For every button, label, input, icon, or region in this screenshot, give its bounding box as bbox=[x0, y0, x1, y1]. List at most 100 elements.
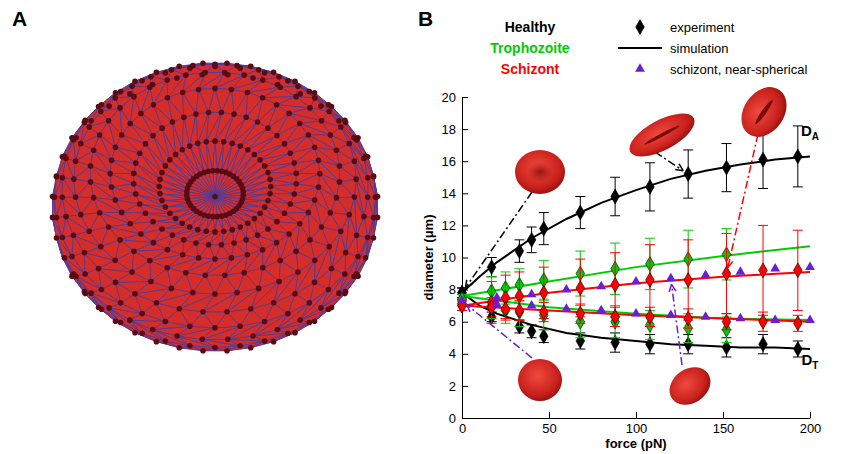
mesh-vertex bbox=[82, 250, 88, 256]
mesh-vertex bbox=[365, 195, 371, 201]
mesh-vertex bbox=[86, 228, 92, 234]
mesh-vertex bbox=[54, 174, 60, 180]
mesh-vertex bbox=[262, 338, 268, 344]
mesh-vertex bbox=[229, 87, 235, 93]
mesh-vertex bbox=[297, 317, 303, 323]
mesh-vertex bbox=[326, 287, 332, 293]
mesh-vertex bbox=[200, 348, 206, 354]
mesh-vertex bbox=[224, 348, 230, 354]
mesh-vertex bbox=[163, 163, 169, 169]
mesh-vertex bbox=[174, 75, 180, 81]
error-bar bbox=[487, 258, 497, 277]
mesh-vertex bbox=[99, 287, 105, 293]
mesh-vertex bbox=[375, 215, 381, 221]
mesh-face bbox=[110, 160, 134, 173]
mesh-vertex bbox=[127, 91, 133, 97]
series bbox=[462, 272, 810, 306]
mesh-vertex bbox=[319, 224, 325, 230]
mesh-vertex bbox=[329, 266, 335, 272]
mesh-vertex bbox=[169, 286, 175, 292]
mesh-vertex bbox=[118, 89, 124, 95]
mesh-vertex bbox=[245, 90, 251, 96]
mesh-vertex bbox=[346, 141, 352, 147]
mesh-face bbox=[221, 89, 234, 114]
mesh-vertex bbox=[256, 67, 262, 73]
error-bar-cap bbox=[645, 210, 655, 211]
diamond-point bbox=[527, 232, 536, 247]
series bbox=[462, 293, 810, 349]
mesh-vertex bbox=[224, 60, 230, 66]
mesh-vertex bbox=[245, 220, 251, 226]
mesh-vertex bbox=[271, 339, 277, 345]
mesh-vertex bbox=[262, 70, 268, 76]
mesh-vertex bbox=[268, 184, 274, 190]
mesh-vertex bbox=[91, 195, 97, 201]
mesh-vertex bbox=[78, 141, 84, 147]
mesh-vertex bbox=[252, 152, 258, 158]
error-bar-cap bbox=[514, 300, 524, 301]
mesh-vertex bbox=[352, 158, 358, 164]
mesh-vertex bbox=[363, 255, 369, 261]
mesh-vertex bbox=[200, 60, 206, 66]
mesh-vertex bbox=[150, 219, 156, 225]
simulation-line bbox=[462, 306, 810, 322]
mesh-vertex bbox=[109, 184, 115, 190]
mesh-vertex bbox=[292, 330, 298, 336]
error-bar-cap bbox=[683, 353, 693, 354]
mesh-vertex bbox=[286, 111, 292, 117]
mesh-vertex bbox=[99, 306, 105, 312]
mesh-vertex bbox=[274, 102, 280, 108]
diamond-point bbox=[646, 179, 655, 194]
mesh-vertex bbox=[307, 89, 313, 95]
mesh-vertex bbox=[133, 191, 139, 197]
mesh-vertex bbox=[206, 242, 212, 248]
error-bar-cap bbox=[487, 276, 497, 277]
mesh-vertex bbox=[82, 271, 88, 277]
mesh-vertex bbox=[212, 86, 218, 92]
mesh-vertex bbox=[148, 279, 154, 285]
mesh-vertex bbox=[221, 229, 227, 235]
mesh-vertex bbox=[262, 163, 268, 169]
mesh-face bbox=[308, 135, 336, 150]
y-tick-mark bbox=[462, 386, 468, 387]
mesh-vertex bbox=[338, 124, 344, 130]
mesh-vertex bbox=[131, 181, 137, 187]
mesh-face bbox=[203, 293, 237, 312]
mesh-vertex bbox=[276, 74, 282, 80]
mesh-vertex bbox=[82, 291, 88, 297]
mesh-vertex bbox=[260, 77, 266, 83]
x-tick: 100 bbox=[626, 412, 648, 436]
y-tick-mark bbox=[462, 225, 468, 226]
mesh-vertex bbox=[88, 179, 94, 185]
y-tick: 18 bbox=[442, 122, 468, 137]
mesh-vertex bbox=[265, 198, 271, 204]
mesh-vertex bbox=[336, 118, 342, 124]
error-bar bbox=[514, 240, 524, 262]
mesh-vertex bbox=[306, 210, 312, 216]
series bbox=[457, 292, 731, 343]
mesh-vertex bbox=[212, 229, 218, 235]
y-tick-label: 2 bbox=[449, 379, 456, 394]
mesh-vertex bbox=[275, 82, 281, 88]
mesh-vertex bbox=[338, 228, 344, 234]
mesh-vertex bbox=[297, 121, 303, 127]
y-tick-label: 12 bbox=[442, 218, 456, 233]
mesh-vertex bbox=[78, 212, 84, 218]
mesh-vertex bbox=[328, 210, 334, 216]
mesh-vertex bbox=[139, 78, 145, 84]
mesh-vertex bbox=[316, 184, 322, 190]
mesh-vertex bbox=[88, 163, 94, 169]
mesh-vertex bbox=[229, 141, 235, 147]
mesh-vertex bbox=[257, 157, 263, 163]
error-bar-cap bbox=[683, 198, 693, 199]
mesh-face bbox=[115, 81, 135, 98]
mesh-vertex bbox=[62, 255, 68, 261]
mesh-vertex bbox=[131, 248, 137, 254]
mesh-vertex bbox=[312, 258, 318, 264]
mesh-vertex bbox=[262, 319, 268, 325]
mesh-face bbox=[94, 198, 122, 213]
mesh-vertex bbox=[371, 235, 377, 241]
y-tick-label: 10 bbox=[442, 250, 456, 265]
mesh-face bbox=[295, 260, 315, 293]
mesh-vertex bbox=[334, 195, 340, 201]
